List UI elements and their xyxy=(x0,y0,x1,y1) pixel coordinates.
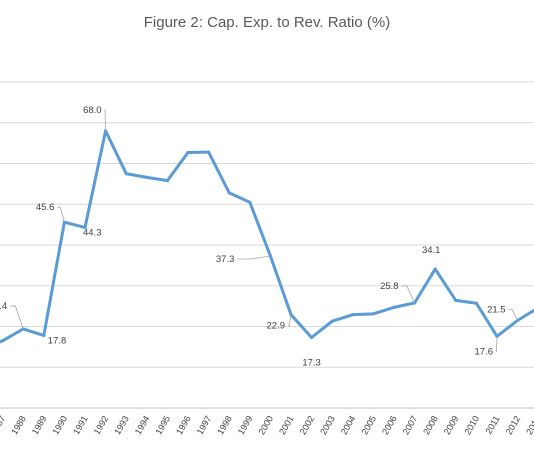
chart-title: Figure 2: Cap. Exp. to Rev. Ratio (%) xyxy=(143,14,391,31)
x-tick-label: 1993 xyxy=(112,414,131,436)
data-point xyxy=(124,172,128,176)
x-tick-label: 1996 xyxy=(174,414,193,436)
data-point xyxy=(165,179,169,183)
data-point xyxy=(310,335,314,340)
data-label-leader xyxy=(508,308,518,321)
data-label: 17.8 xyxy=(48,335,67,346)
data-point xyxy=(83,225,87,230)
data-point xyxy=(351,313,355,317)
data-point xyxy=(227,191,231,195)
x-tick-label: 1988 xyxy=(9,414,28,436)
data-point xyxy=(207,150,211,154)
data-point xyxy=(248,200,252,204)
x-tick-label: 1992 xyxy=(92,414,111,436)
data-label-leader xyxy=(57,206,65,223)
x-tick-label: 1999 xyxy=(236,414,255,436)
data-label-leader xyxy=(496,336,498,352)
x-tick-label: 1989 xyxy=(30,414,49,436)
x-tick-label: 1990 xyxy=(50,414,69,436)
data-label: 19.4 xyxy=(0,301,7,312)
x-tick-label: 2007 xyxy=(401,414,420,436)
data-label-leader xyxy=(104,109,106,131)
x-tick-label: 2006 xyxy=(380,414,399,436)
x-tick-label: 2011 xyxy=(483,414,501,436)
x-tick-label: 2010 xyxy=(462,414,481,436)
x-tick-label: 1991 xyxy=(71,414,90,436)
data-point xyxy=(392,305,396,309)
data-label: 21.5 xyxy=(487,304,506,315)
data-label-leader xyxy=(401,285,415,304)
data-label: 45.6 xyxy=(36,202,55,213)
data-point xyxy=(330,319,334,323)
x-tick-label: 2004 xyxy=(339,414,358,436)
x-tick-label: 1997 xyxy=(195,414,214,436)
data-label: 17.6 xyxy=(475,346,494,357)
x-tick-label: 2013 xyxy=(524,414,534,436)
x-tick-label: 2000 xyxy=(256,414,275,436)
x-tick-label: 1995 xyxy=(153,414,172,436)
x-tick-label: 2002 xyxy=(298,414,317,436)
data-label: 34.1 xyxy=(422,245,441,256)
data-label-leader xyxy=(288,314,292,327)
data-point xyxy=(433,267,437,271)
x-tick-label: 2005 xyxy=(359,414,378,436)
x-tick-label: 1998 xyxy=(215,414,234,436)
x-tick-label: 1987 xyxy=(0,414,7,436)
data-point xyxy=(474,301,478,305)
x-tick-label: 1994 xyxy=(133,414,152,436)
data-label-leader xyxy=(237,255,271,260)
data-label: 22.9 xyxy=(267,321,286,332)
data-point xyxy=(186,150,190,155)
data-point xyxy=(0,339,5,343)
data-label: 37.3 xyxy=(216,254,235,265)
data-point xyxy=(371,312,375,316)
x-tick-label: 2001 xyxy=(277,414,296,436)
x-tick-label: 2008 xyxy=(421,414,440,436)
x-tick-label: 2003 xyxy=(318,414,337,436)
data-label: 44.3 xyxy=(83,227,102,238)
x-tick-label: 2009 xyxy=(442,414,461,436)
data-point xyxy=(145,175,149,179)
data-label: 25.8 xyxy=(380,281,399,292)
data-label: 68.0 xyxy=(83,105,102,116)
data-point xyxy=(454,298,458,303)
data-label: 17.3 xyxy=(302,358,321,369)
x-tick-label: 2012 xyxy=(504,414,523,436)
data-label-leader xyxy=(10,305,24,330)
data-point xyxy=(42,333,46,338)
